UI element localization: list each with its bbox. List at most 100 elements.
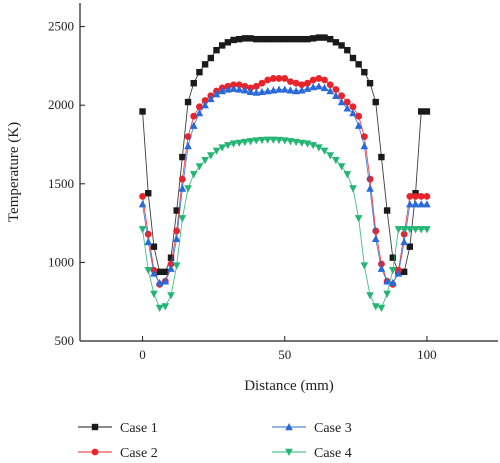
data-point bbox=[178, 175, 186, 183]
data-point bbox=[167, 292, 175, 300]
data-point bbox=[241, 35, 249, 42]
data-point bbox=[155, 278, 164, 287]
data-point bbox=[423, 226, 431, 234]
data-point bbox=[269, 136, 278, 144]
data-point bbox=[297, 139, 306, 147]
data-point bbox=[207, 94, 215, 103]
data-point bbox=[332, 39, 340, 46]
data-point bbox=[212, 90, 221, 98]
data-point bbox=[172, 234, 181, 243]
axes: 500 1000 1500 2000 2500 0 50 100 bbox=[48, 3, 498, 362]
series-2 bbox=[139, 75, 431, 288]
data-point bbox=[138, 200, 147, 208]
data-point bbox=[280, 85, 289, 93]
data-point bbox=[179, 153, 186, 161]
x-tick-label: 100 bbox=[417, 347, 437, 362]
data-point bbox=[309, 142, 317, 150]
data-point bbox=[343, 98, 351, 106]
data-point bbox=[292, 35, 300, 43]
plot-area bbox=[138, 34, 431, 312]
data-point bbox=[184, 142, 192, 150]
data-point bbox=[286, 86, 295, 94]
data-point bbox=[320, 83, 329, 92]
data-point bbox=[303, 140, 312, 148]
data-point bbox=[344, 46, 351, 54]
data-point bbox=[252, 82, 260, 90]
data-point bbox=[275, 85, 283, 93]
legend-item: Case 3 bbox=[272, 421, 352, 436]
data-point bbox=[423, 108, 431, 115]
data-point bbox=[162, 268, 169, 276]
data-point bbox=[207, 152, 215, 160]
data-point bbox=[167, 260, 175, 268]
data-point bbox=[406, 200, 414, 208]
legend-item: Case 2 bbox=[78, 446, 158, 461]
data-point bbox=[417, 200, 426, 208]
data-point bbox=[207, 54, 215, 62]
data-point bbox=[150, 290, 158, 298]
legend-label: Case 3 bbox=[314, 421, 352, 436]
data-point bbox=[196, 68, 203, 76]
data-point bbox=[156, 268, 163, 276]
data-point bbox=[235, 139, 244, 147]
data-point bbox=[327, 35, 334, 43]
data-point bbox=[349, 54, 357, 62]
data-point bbox=[258, 35, 266, 43]
x-tick-label: 0 bbox=[139, 347, 146, 362]
data-point bbox=[173, 207, 180, 214]
legend-marker bbox=[91, 423, 99, 431]
data-point bbox=[298, 35, 305, 43]
data-point bbox=[172, 262, 181, 270]
y-axis-title: Temperature (K) bbox=[6, 122, 22, 222]
data-point bbox=[377, 304, 386, 312]
data-point bbox=[189, 121, 198, 129]
legend-label: Case 4 bbox=[314, 446, 352, 461]
data-point bbox=[321, 76, 328, 84]
data-point bbox=[321, 34, 328, 41]
data-point bbox=[400, 237, 408, 246]
data-point bbox=[247, 35, 254, 42]
data-point bbox=[320, 147, 329, 155]
data-point bbox=[388, 278, 397, 287]
data-point bbox=[155, 304, 164, 312]
series-4 bbox=[138, 136, 431, 312]
data-point bbox=[354, 215, 363, 223]
data-point bbox=[411, 200, 420, 208]
data-point bbox=[161, 303, 170, 311]
data-point bbox=[189, 171, 198, 179]
data-point bbox=[144, 230, 152, 238]
data-point bbox=[394, 226, 403, 234]
data-point bbox=[406, 192, 414, 200]
data-point bbox=[361, 68, 368, 76]
data-point bbox=[150, 243, 158, 250]
data-point bbox=[190, 79, 197, 87]
data-point bbox=[235, 85, 244, 93]
data-point bbox=[269, 86, 278, 94]
x-axis-title: Distance (mm) bbox=[244, 378, 334, 394]
series-1 bbox=[139, 34, 431, 276]
legend-label: Case 2 bbox=[120, 446, 158, 461]
data-point bbox=[303, 84, 312, 92]
data-point bbox=[389, 254, 396, 261]
data-point bbox=[190, 112, 198, 120]
y-tick-label: 2500 bbox=[48, 19, 74, 34]
data-point bbox=[423, 200, 431, 208]
data-point bbox=[258, 136, 266, 145]
data-point bbox=[144, 267, 153, 275]
data-point bbox=[258, 87, 266, 96]
data-point bbox=[360, 262, 369, 270]
data-point bbox=[304, 35, 311, 43]
y-tick-label: 1500 bbox=[48, 176, 74, 191]
data-point bbox=[195, 109, 204, 117]
data-point bbox=[309, 35, 317, 42]
data-point bbox=[224, 85, 232, 93]
y-tick-label: 2000 bbox=[48, 97, 74, 112]
data-point bbox=[178, 184, 187, 192]
data-point bbox=[280, 137, 289, 145]
data-point bbox=[338, 42, 345, 49]
data-point bbox=[275, 136, 283, 145]
data-point bbox=[184, 185, 192, 193]
data-point bbox=[218, 42, 226, 49]
data-point bbox=[309, 83, 317, 91]
data-point bbox=[366, 175, 374, 183]
